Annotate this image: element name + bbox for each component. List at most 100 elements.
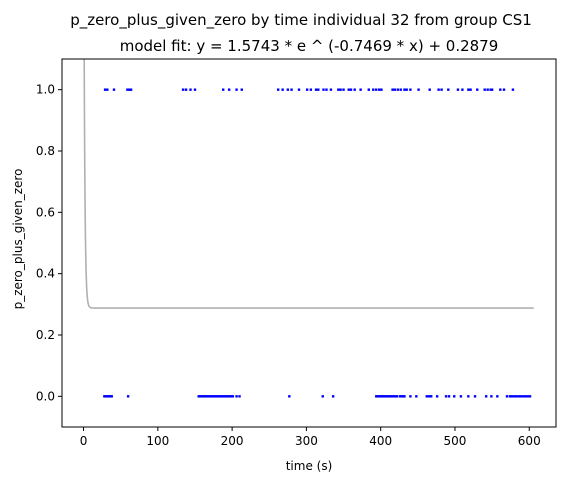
data-point <box>317 88 320 91</box>
data-point <box>375 88 378 91</box>
data-point <box>240 88 243 91</box>
data-point <box>515 395 518 398</box>
data-point <box>104 395 108 398</box>
data-point <box>496 395 499 398</box>
data-point <box>517 395 521 398</box>
data-point <box>224 395 227 398</box>
data-point <box>378 395 381 398</box>
data-point <box>227 88 231 91</box>
data-point <box>395 395 399 398</box>
data-point <box>453 395 456 398</box>
plot-frame <box>61 58 557 428</box>
data-point <box>297 88 301 91</box>
x-tick-label: 300 <box>295 434 318 448</box>
data-point <box>379 395 382 398</box>
data-point <box>401 395 405 398</box>
data-point <box>207 395 211 398</box>
data-point <box>430 395 433 398</box>
data-point <box>200 395 203 398</box>
data-point <box>513 395 516 398</box>
data-point <box>197 395 200 398</box>
data-point <box>107 395 110 398</box>
data-point <box>427 395 431 398</box>
data-point <box>347 88 350 91</box>
data-point <box>325 88 328 91</box>
data-point <box>103 395 106 398</box>
data-point <box>467 88 470 91</box>
data-point <box>212 395 215 398</box>
data-point <box>209 395 212 398</box>
data-point <box>526 395 529 398</box>
chart-subtitle: model fit: y = 1.5743 * e ^ (-0.7469 * x… <box>120 37 499 55</box>
data-point <box>383 395 387 398</box>
data-point <box>193 88 197 91</box>
data-point <box>203 395 206 398</box>
data-point <box>415 395 418 398</box>
y-tick-label: 0.4 <box>36 267 55 281</box>
data-point <box>322 88 325 91</box>
y-tick-label: 0.8 <box>36 144 55 158</box>
data-point <box>378 88 381 91</box>
data-point <box>128 88 131 91</box>
data-point <box>437 88 440 91</box>
data-point <box>329 88 333 91</box>
data-point <box>321 395 324 398</box>
y-axis-label: p_zero_plus_given_zero <box>11 169 25 310</box>
data-point <box>367 88 370 91</box>
data-point <box>456 88 460 91</box>
data-point <box>375 395 378 398</box>
data-point <box>389 395 393 398</box>
data-point <box>331 395 335 398</box>
data-point <box>417 88 420 91</box>
data-point <box>126 395 130 398</box>
data-point <box>447 88 450 91</box>
data-point <box>403 395 406 398</box>
data-point <box>218 395 221 398</box>
data-point <box>490 88 494 91</box>
data-point <box>206 395 209 398</box>
data-point <box>281 88 284 91</box>
data-point <box>288 395 291 398</box>
x-tick-label: 200 <box>221 434 244 448</box>
data-point <box>473 395 477 398</box>
data-point <box>505 395 509 398</box>
data-point <box>386 395 390 398</box>
data-point <box>109 395 112 398</box>
plot-area <box>83 59 534 398</box>
data-point <box>235 395 238 398</box>
data-point <box>511 88 515 91</box>
data-point <box>459 395 463 398</box>
data-point <box>309 88 313 91</box>
data-point <box>342 88 345 91</box>
data-point <box>213 395 217 398</box>
data-point <box>380 88 383 91</box>
data-point <box>444 395 448 398</box>
x-tick-label: 500 <box>444 434 467 448</box>
data-point <box>400 395 403 398</box>
data-point <box>467 395 470 398</box>
data-point <box>489 88 492 91</box>
data-point <box>106 88 109 91</box>
data-point <box>201 395 205 398</box>
data-point <box>221 395 224 398</box>
data-point <box>382 395 385 398</box>
data-point <box>510 395 514 398</box>
data-point <box>189 88 192 91</box>
x-axis: 0 100 200 300 400 500 600 <box>80 427 541 448</box>
data-point <box>428 88 431 91</box>
data-point <box>230 395 233 398</box>
data-point <box>126 88 129 91</box>
y-tick-label: 0.2 <box>36 328 55 342</box>
data-point <box>228 395 232 398</box>
data-point <box>405 88 408 91</box>
data-point <box>393 88 396 91</box>
data-point <box>508 395 512 398</box>
data-point <box>349 88 353 91</box>
y-tick-label: 0.6 <box>36 205 55 219</box>
data-point <box>440 88 443 91</box>
data-point <box>388 395 391 398</box>
data-point <box>376 395 379 398</box>
data-point <box>112 88 116 91</box>
y-axis: 0.0 0.2 0.4 0.6 0.8 1.0 <box>36 83 62 403</box>
